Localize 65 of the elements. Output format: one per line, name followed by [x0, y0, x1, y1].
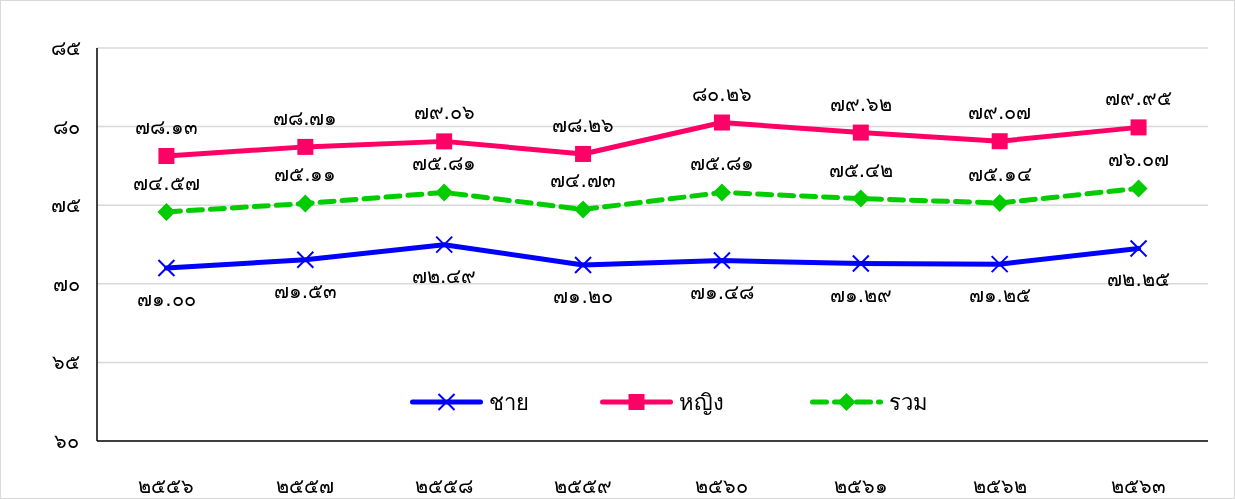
point	[990, 255, 1009, 274]
data-label: ๗๖.๐๗	[1107, 147, 1170, 172]
point	[712, 251, 731, 270]
legend-label: หญิง	[678, 390, 724, 415]
point	[435, 183, 454, 202]
point	[851, 254, 870, 273]
data-label: ๗๔.๕๗	[133, 170, 200, 195]
point	[852, 124, 869, 141]
data-label: ๗๙.๐๖	[413, 100, 475, 125]
data-label: ๗๙.๖๒	[829, 91, 892, 116]
point	[1130, 119, 1147, 136]
point	[713, 114, 730, 131]
legend-label: ชาย	[488, 390, 529, 415]
data-label: ๘๐.๒๖	[692, 81, 752, 106]
y-tick-label: ๗๕	[51, 193, 81, 218]
data-label: ๗๑.๐๐	[137, 287, 196, 312]
point	[436, 133, 453, 150]
y-tick-label: ๖๕	[52, 350, 80, 375]
x-tick-label: ๒๕๕๘	[415, 474, 474, 498]
point	[297, 138, 314, 155]
data-label: ๗๒.๒๕	[1107, 267, 1170, 292]
x-tick-label: ๒๕๕๙	[554, 474, 613, 498]
x-tick-label: ๒๕๕๖	[138, 474, 195, 498]
point	[712, 183, 731, 202]
x-tick-label: ๒๕๕๗	[276, 474, 335, 498]
x-tick-label: ๒๕๖๒	[972, 474, 1027, 498]
data-label: ๗๙.๙๕	[1105, 86, 1172, 111]
data-label: ๗๙.๐๗	[968, 100, 1032, 125]
data-label: ๗๑.๔๘	[689, 279, 755, 304]
point	[575, 145, 592, 162]
data-label: ๗๑.๒๙	[829, 282, 892, 307]
data-label: ๗๕.๘๑	[412, 151, 477, 176]
data-label: ๗๑.๒๕	[968, 283, 1031, 308]
x-tick-label: ๒๕๖๐	[695, 474, 749, 498]
point	[157, 202, 176, 221]
data-label: ๗๔.๗๓	[550, 168, 616, 193]
data-label: ๗๕.๑๔	[967, 162, 1032, 186]
point	[574, 200, 593, 219]
point	[991, 133, 1008, 150]
data-label: ๗๑.๒๐	[553, 283, 613, 308]
point	[157, 259, 176, 278]
data-label: ๗๕.๔๒	[828, 157, 893, 182]
point	[574, 255, 593, 274]
y-tick-label: ๖๐	[53, 429, 79, 453]
point	[1129, 239, 1148, 258]
point	[990, 194, 1009, 212]
data-label: ๗๘.๗๑	[273, 105, 338, 130]
data-label: ๗๕.๑๑	[274, 162, 337, 187]
x-tick-label: ๒๕๖๓	[1111, 474, 1167, 498]
legend-label: รวม	[888, 390, 928, 415]
data-label: ๗๘.๒๖	[551, 112, 615, 137]
y-tick-label: ๘๕	[51, 36, 81, 60]
data-label: ๗๘.๑๓	[134, 115, 199, 139]
point	[1129, 179, 1148, 198]
point	[435, 235, 454, 254]
data-label: ๗๕.๘๑	[689, 151, 755, 176]
y-tick-label: ๗๐	[52, 271, 80, 296]
point	[851, 189, 870, 208]
point	[296, 250, 315, 269]
point	[296, 194, 315, 213]
data-label: ๗๒.๔๙	[412, 263, 477, 288]
point	[158, 148, 175, 164]
x-tick-label: ๒๕๖๑	[833, 474, 888, 498]
data-label: ๗๑.๕๓	[273, 278, 337, 303]
y-tick-label: ๘๐	[52, 114, 80, 139]
